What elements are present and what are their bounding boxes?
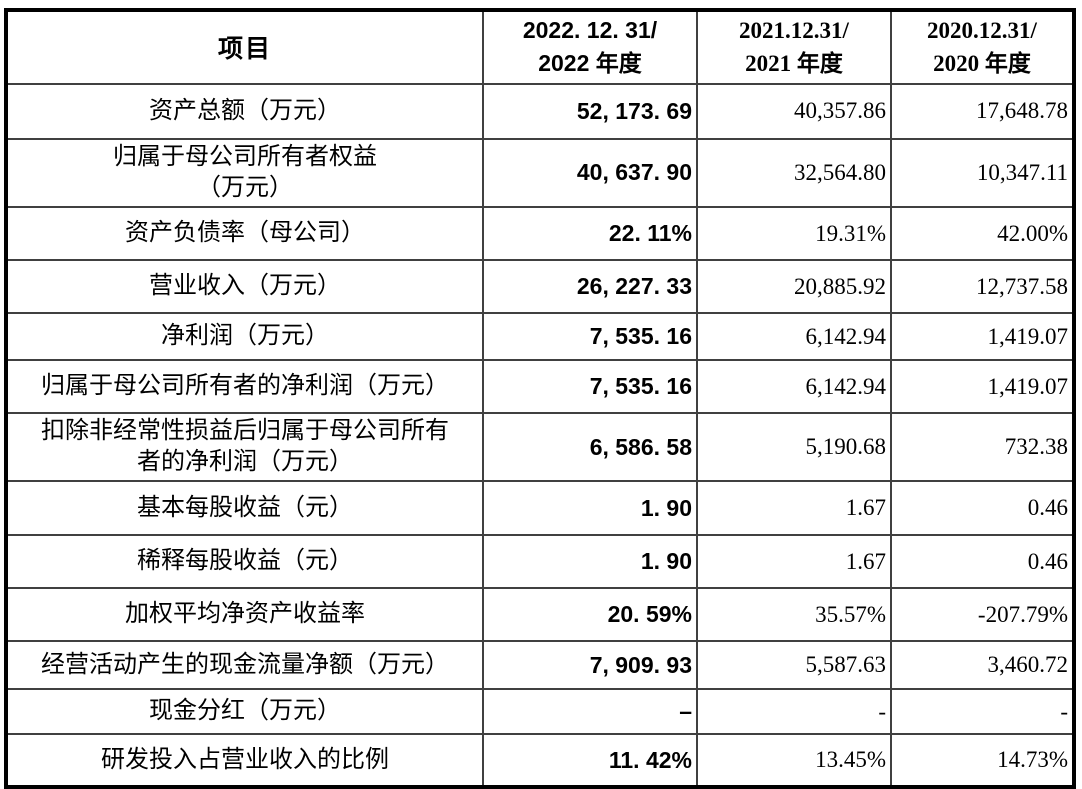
table-row: 稀释每股收益（元） 1. 90 1.67 0.46 [5, 534, 1075, 590]
value-2021: 6,142.94 [696, 359, 892, 415]
header-period-2021-line1: 2021.12.31/ [739, 18, 849, 43]
financial-highlights-table-wrap: 项目 2022. 12. 31/ 2022 年度 2021.12.31/ 202… [4, 8, 1076, 789]
value-2020: -207.79% [890, 587, 1075, 643]
value-2022: 52, 173. 69 [482, 82, 698, 140]
header-period-2022-line1: 2022. 12. 31/ [522, 17, 658, 43]
row-label: 基本每股收益（元） [5, 480, 484, 537]
row-label: 稀释每股收益（元） [5, 534, 484, 590]
row-label: 现金分红（万元） [5, 688, 484, 736]
table-row: 归属于母公司所有者权益 （万元） 40, 637. 90 32,564.80 1… [5, 137, 1075, 209]
table-row: 资产负债率（母公司） 22. 11% 19.31% 42.00% [5, 206, 1075, 262]
value-2022: 7, 535. 16 [482, 312, 698, 362]
value-2022: 1. 90 [482, 534, 698, 590]
row-label: 加权平均净资产收益率 [5, 587, 484, 643]
value-2022: 11. 42% [482, 733, 698, 789]
header-period-2022-cell: 2022. 12. 31/ 2022 年度 [482, 9, 698, 85]
value-2020: 1,419.07 [890, 359, 1075, 415]
value-2022: – [482, 688, 698, 736]
value-2021: 19.31% [696, 206, 892, 262]
value-2020: 12,737.58 [890, 259, 1075, 315]
value-2020: 3,460.72 [890, 640, 1075, 691]
table-row: 营业收入（万元） 26, 227. 33 20,885.92 12,737.58 [5, 259, 1075, 315]
value-2020: - [890, 688, 1075, 736]
table-row: 基本每股收益（元） 1. 90 1.67 0.46 [5, 480, 1075, 537]
header-item-cell: 项目 [5, 9, 484, 85]
financial-highlights-table: 项目 2022. 12. 31/ 2022 年度 2021.12.31/ 202… [4, 8, 1076, 789]
header-period-2020-cell: 2020.12.31/ 2020 年度 [890, 9, 1075, 85]
value-2021: 40,357.86 [696, 82, 892, 140]
header-period-2022-line2: 2022 年度 [538, 50, 642, 77]
value-2022: 1. 90 [482, 480, 698, 537]
value-2022: 7, 535. 16 [482, 359, 698, 415]
value-2020: 732.38 [890, 412, 1075, 483]
value-2021: 1.67 [696, 480, 892, 537]
table-row: 加权平均净资产收益率 20. 59% 35.57% -207.79% [5, 587, 1075, 643]
header-period-2021-line2: 2021 年度 [745, 51, 843, 77]
table-row: 研发投入占营业收入的比例 11. 42% 13.45% 14.73% [5, 733, 1075, 789]
value-2020: 10,347.11 [890, 137, 1075, 209]
value-2022: 40, 637. 90 [482, 137, 698, 209]
value-2020: 14.73% [890, 733, 1075, 789]
value-2022: 20. 59% [482, 587, 698, 643]
row-label: 归属于母公司所有者权益 （万元） [5, 137, 484, 209]
row-label: 经营活动产生的现金流量净额（万元） [5, 640, 484, 691]
table-row: 资产总额（万元） 52, 173. 69 40,357.86 17,648.78 [5, 82, 1075, 140]
header-row: 项目 2022. 12. 31/ 2022 年度 2021.12.31/ 202… [5, 9, 1075, 85]
value-2021: 32,564.80 [696, 137, 892, 209]
value-2021: 5,190.68 [696, 412, 892, 483]
value-2022: 7, 909. 93 [482, 640, 698, 691]
value-2020: 0.46 [890, 480, 1075, 537]
value-2021: 20,885.92 [696, 259, 892, 315]
header-period-2021-cell: 2021.12.31/ 2021 年度 [696, 9, 892, 85]
value-2020: 1,419.07 [890, 312, 1075, 362]
table-row: 经营活动产生的现金流量净额（万元） 7, 909. 93 5,587.63 3,… [5, 640, 1075, 691]
row-label: 扣除非经常性损益后归属于母公司所有 者的净利润（万元） [5, 412, 484, 483]
value-2021: 5,587.63 [696, 640, 892, 691]
table-row: 现金分红（万元） – - - [5, 688, 1075, 736]
value-2020: 42.00% [890, 206, 1075, 262]
row-label: 营业收入（万元） [5, 259, 484, 315]
value-2021: - [696, 688, 892, 736]
header-period-2020-line2: 2020 年度 [933, 51, 1031, 77]
row-label: 净利润（万元） [5, 312, 484, 362]
value-2021: 1.67 [696, 534, 892, 590]
row-label: 资产负债率（母公司） [5, 206, 484, 262]
row-label: 归属于母公司所有者的净利润（万元） [5, 359, 484, 415]
table-row: 归属于母公司所有者的净利润（万元） 7, 535. 16 6,142.94 1,… [5, 359, 1075, 415]
value-2020: 17,648.78 [890, 82, 1075, 140]
table-row: 净利润（万元） 7, 535. 16 6,142.94 1,419.07 [5, 312, 1075, 362]
row-label: 资产总额（万元） [5, 82, 484, 140]
value-2021: 6,142.94 [696, 312, 892, 362]
row-label: 研发投入占营业收入的比例 [5, 733, 484, 789]
value-2022: 22. 11% [482, 206, 698, 262]
header-period-2020-line1: 2020.12.31/ [927, 18, 1037, 43]
table-row: 扣除非经常性损益后归属于母公司所有 者的净利润（万元） 6, 586. 58 5… [5, 412, 1075, 483]
value-2022: 6, 586. 58 [482, 412, 698, 483]
value-2022: 26, 227. 33 [482, 259, 698, 315]
value-2020: 0.46 [890, 534, 1075, 590]
value-2021: 35.57% [696, 587, 892, 643]
value-2021: 13.45% [696, 733, 892, 789]
